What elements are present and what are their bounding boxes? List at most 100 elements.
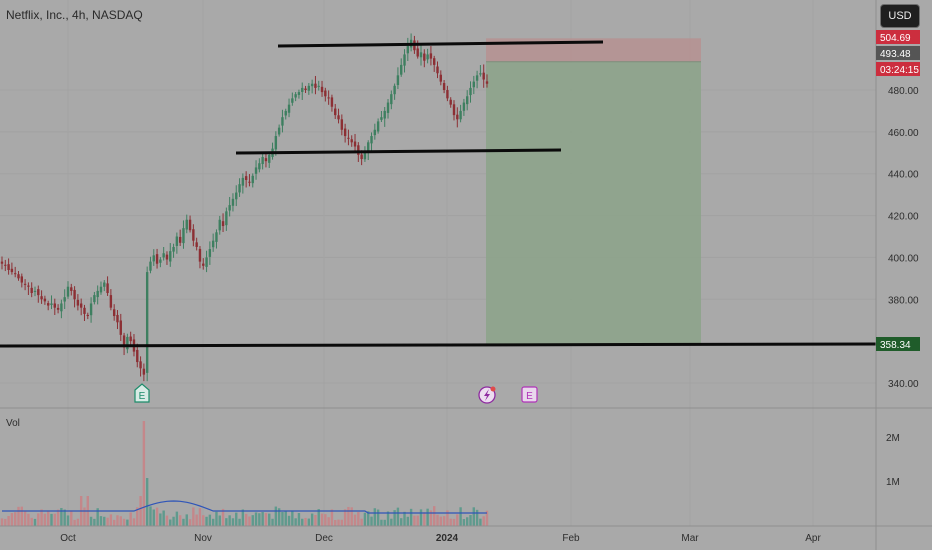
candle-body	[188, 219, 192, 231]
major-support-line[interactable]	[0, 342, 877, 348]
volume-bar	[264, 513, 268, 526]
candle-body	[446, 90, 449, 99]
volume-bar	[244, 513, 248, 526]
volume-bar	[439, 516, 443, 526]
volume-bar	[403, 511, 406, 526]
volume-bar	[139, 496, 142, 526]
candle-body	[314, 83, 317, 88]
candle-body	[426, 54, 429, 60]
volume-bar	[56, 509, 60, 526]
volume-bar	[251, 515, 254, 526]
candle-body	[334, 108, 337, 116]
time-tick-label: Apr	[805, 533, 821, 544]
last-price-tag: 493.48	[880, 49, 911, 60]
volume-bar	[76, 518, 80, 526]
candle-body	[330, 97, 334, 107]
candle-body	[7, 264, 10, 270]
candle-body	[423, 53, 426, 61]
earnings-marker-label: E	[526, 391, 533, 402]
candle-body	[390, 94, 393, 105]
currency-button[interactable]: USD	[880, 4, 920, 28]
earnings-marker-upcoming[interactable]: E	[521, 386, 538, 403]
volume-bar	[188, 519, 192, 526]
volume-bar	[205, 516, 208, 526]
mid-support-line[interactable]	[235, 148, 562, 155]
candle-body	[89, 303, 93, 316]
volume-bar	[185, 514, 188, 526]
volume-bar	[202, 515, 205, 526]
candle-body	[116, 314, 119, 323]
earnings-marker-past[interactable]: E	[134, 383, 150, 403]
candle-body	[258, 163, 261, 170]
support-price-tag: 358.34	[880, 340, 911, 351]
candle-body	[86, 314, 89, 317]
candle-body	[343, 128, 347, 137]
support-price-tag-bg	[876, 337, 920, 351]
volume-bar	[103, 516, 106, 526]
volume-bar	[337, 519, 340, 526]
candle-body	[482, 72, 485, 80]
candle-body	[96, 290, 99, 298]
volume-bar	[277, 508, 281, 526]
candle-body	[340, 119, 344, 130]
volume-bar	[485, 510, 489, 526]
volume-bar	[436, 514, 439, 526]
candle-body	[225, 211, 228, 226]
earnings-marker-label: E	[139, 391, 146, 402]
volume-bar	[287, 515, 291, 526]
candle-body	[327, 97, 330, 99]
volume-bar	[50, 513, 53, 526]
volume-bar	[446, 510, 449, 526]
lightning-icon[interactable]	[478, 386, 496, 404]
candle-body	[172, 246, 175, 252]
earnings-marker-shape	[134, 383, 150, 403]
volume-bar	[10, 513, 14, 526]
volume-bar	[228, 515, 231, 526]
volume-bar	[452, 518, 456, 526]
volume-bar	[169, 519, 172, 526]
volume-bar	[73, 519, 76, 526]
price-tick-label: 400.00	[888, 253, 919, 264]
candle-body	[307, 85, 311, 91]
position-tool[interactable]	[486, 38, 701, 345]
volume-bar	[195, 514, 198, 526]
volume-bar	[271, 518, 274, 526]
candle-body	[400, 64, 403, 75]
candle-body	[13, 273, 17, 275]
candle-body	[350, 139, 353, 143]
volume-bar	[423, 512, 426, 526]
volume-bar	[235, 512, 238, 526]
volume-bar	[93, 518, 96, 526]
resistance-line[interactable]	[277, 40, 604, 48]
candle-body	[126, 336, 129, 350]
candle-body	[317, 85, 320, 87]
last-price-tag-bg	[876, 46, 920, 60]
volume-bar	[96, 508, 99, 526]
candle-body	[139, 361, 142, 369]
volume-moving-average	[2, 500, 487, 514]
take-profit-zone[interactable]	[486, 61, 701, 345]
volume-bar	[182, 518, 185, 526]
volume-bar	[343, 509, 347, 526]
volume-bar	[89, 516, 93, 526]
volume-bar	[155, 507, 159, 526]
volume-bar	[106, 517, 109, 526]
volume-bar	[109, 514, 113, 526]
grid-lines	[0, 0, 876, 526]
price-tick-label: 460.00	[888, 128, 919, 139]
volume-bar	[291, 510, 294, 526]
candle-body	[122, 335, 126, 348]
volume-bar	[192, 507, 195, 526]
candle-body	[466, 96, 469, 105]
trend-lines[interactable]	[0, 40, 877, 348]
volume-bar	[23, 510, 27, 526]
candle-body	[452, 104, 456, 116]
candle-body	[380, 117, 383, 120]
volume-bar	[43, 513, 47, 526]
volume-bar	[231, 518, 235, 526]
candle-body	[27, 285, 30, 287]
volume-bar	[208, 514, 212, 526]
candle-body	[416, 48, 419, 57]
